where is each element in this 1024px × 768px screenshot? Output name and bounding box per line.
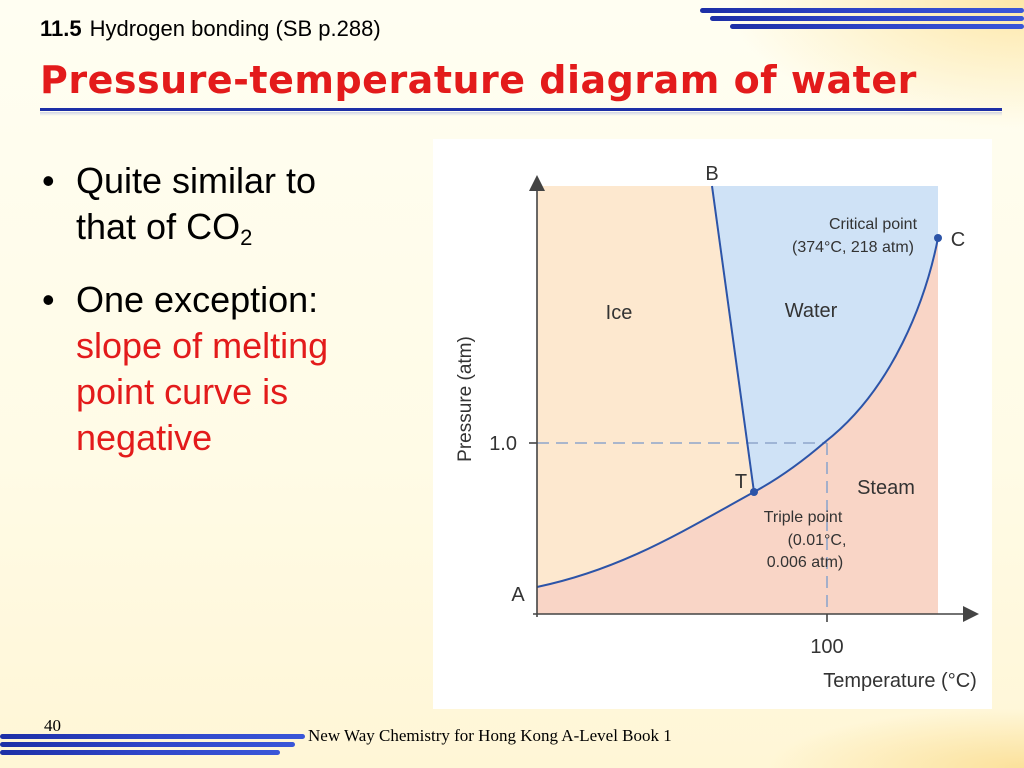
slide-title: Pressure-temperature diagram of water — [40, 58, 917, 102]
subscript-2: 2 — [240, 225, 253, 250]
bullet-highlight-line: negative — [76, 417, 213, 458]
x-axis-label: Temperature (°C) — [823, 670, 977, 692]
phase-diagram-panel: Pressure (atm) Temperature (°C) 1.0 100 … — [433, 139, 992, 709]
triple-point-label: Triple point — [764, 509, 843, 526]
point-label-t: T — [735, 471, 747, 493]
triple-point-pressure: 0.006 atm) — [767, 554, 843, 571]
water-region — [712, 186, 938, 492]
bullet-item-exception: • One exception: slope of melting point … — [42, 277, 392, 461]
bullet-text-line: Quite similar to — [76, 160, 317, 201]
x-tick-label: 100 — [810, 636, 843, 658]
footer-book-title: New Way Chemistry for Hong Kong A-Level … — [308, 726, 672, 745]
bullet-highlight-line: point curve is — [76, 371, 289, 412]
point-label-b: B — [705, 163, 718, 185]
bottom-stripe-decoration — [0, 734, 305, 758]
bullet-marker: • — [42, 160, 55, 201]
triple-point-marker — [750, 488, 758, 496]
section-title: Hydrogen bonding (SB p.288) — [89, 16, 381, 41]
critical-point-label: Critical point — [829, 216, 918, 233]
title-underline-shadow — [40, 112, 1002, 116]
triple-point-temperature: (0.01°C, — [788, 532, 847, 549]
critical-point-marker — [934, 234, 942, 242]
y-axis-label: Pressure (atm) — [455, 336, 476, 462]
point-label-c: C — [951, 229, 965, 251]
critical-point-coords: (374°C, 218 atm) — [792, 239, 914, 256]
corner-glow-bottom — [764, 708, 1024, 768]
bullet-text-line: that of CO2 — [76, 204, 392, 261]
steam-region-label: Steam — [857, 477, 915, 499]
vapour-pressure-curve — [536, 237, 939, 588]
title-underline — [40, 108, 1002, 111]
bullet-item-similarity: • Quite similar to that of CO2 — [42, 158, 392, 261]
section-number: 11.5 — [40, 16, 82, 41]
melting-point-curve — [711, 185, 755, 493]
phase-diagram: Pressure (atm) Temperature (°C) 1.0 100 … — [455, 163, 979, 692]
y-tick-label: 1.0 — [489, 433, 517, 455]
bullet-text-line: One exception: — [76, 279, 319, 320]
page-number: 40 — [44, 716, 61, 735]
bullet-list: • Quite similar to that of CO2 • One exc… — [42, 158, 392, 477]
bullet-highlight-line: slope of melting — [76, 325, 329, 366]
section-header: 11.5 Hydrogen bonding (SB p.288) — [40, 16, 381, 42]
top-stripe-decoration — [700, 8, 1024, 34]
ice-region — [537, 186, 754, 587]
steam-region — [537, 238, 938, 614]
water-region-label: Water — [785, 300, 838, 322]
bullet-text-co: that of CO — [76, 206, 241, 247]
point-label-a: A — [511, 584, 525, 606]
bullet-marker: • — [42, 279, 55, 320]
ice-region-label: Ice — [606, 302, 633, 324]
